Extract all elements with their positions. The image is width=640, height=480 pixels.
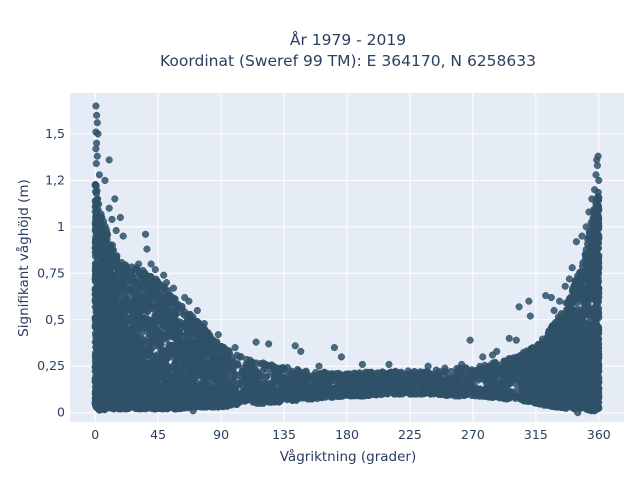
scatter-point [528,344,536,352]
scatter-point [251,365,259,373]
scatter-point [494,369,502,377]
chart-title-line2: Koordinat (Sweref 99 TM): E 364170, N 62… [160,52,536,70]
chart-title-line1: År 1979 - 2019 [290,30,406,49]
scatter-point [140,272,148,280]
scatter-point [237,377,245,385]
scatter-points [91,102,603,417]
scatter-point [595,304,603,313]
